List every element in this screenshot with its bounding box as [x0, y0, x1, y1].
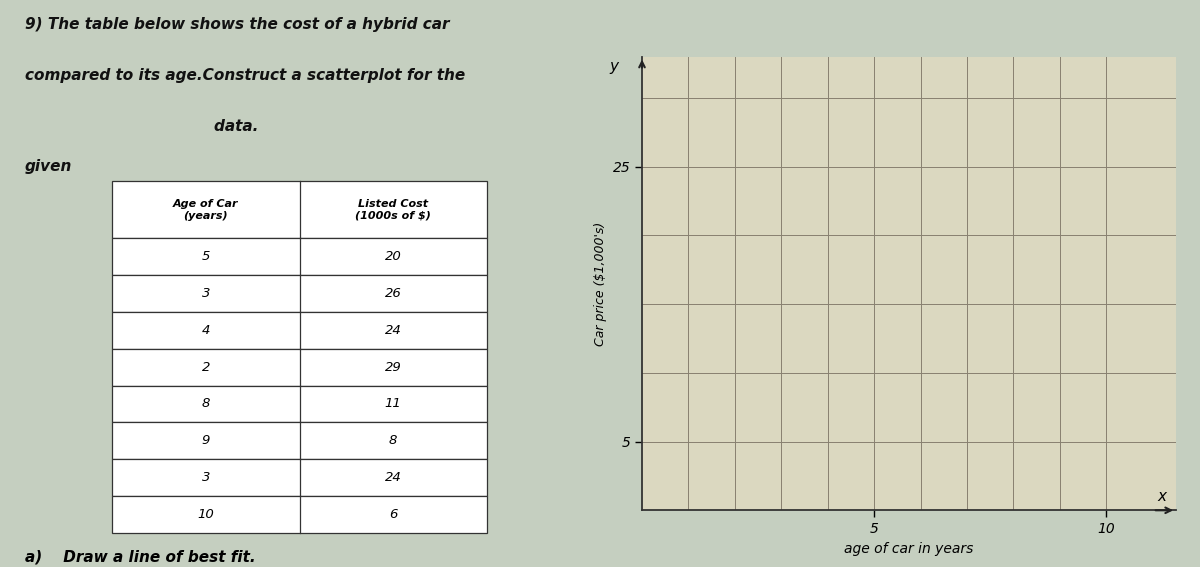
Bar	[113, 386, 487, 422]
Y-axis label: Car price ($1,000's): Car price ($1,000's)	[594, 221, 607, 346]
Text: 26: 26	[385, 287, 402, 300]
Text: Listed Cost
(1000s of $): Listed Cost (1000s of $)	[355, 199, 431, 221]
Text: 10: 10	[198, 508, 215, 521]
Text: 3: 3	[202, 287, 210, 300]
Text: a)    Draw a line of best fit.: a) Draw a line of best fit.	[25, 550, 256, 565]
Bar	[113, 349, 487, 386]
Text: 9: 9	[202, 434, 210, 447]
Bar	[113, 496, 487, 533]
Bar	[113, 238, 487, 275]
Text: x: x	[1158, 489, 1166, 504]
Text: 6: 6	[389, 508, 397, 521]
Text: given: given	[25, 159, 72, 174]
Text: data.: data.	[25, 119, 258, 134]
Text: 9) The table below shows the cost of a hybrid car: 9) The table below shows the cost of a h…	[25, 17, 450, 32]
Bar	[113, 422, 487, 459]
Text: 2: 2	[202, 361, 210, 374]
Text: y: y	[610, 59, 619, 74]
Text: compared to its age.Construct a scatterplot for the: compared to its age.Construct a scatterp…	[25, 68, 466, 83]
Text: Age of Car
(years): Age of Car (years)	[173, 199, 239, 221]
Text: 29: 29	[385, 361, 402, 374]
Bar	[113, 312, 487, 349]
Bar	[113, 275, 487, 312]
Bar	[113, 181, 487, 238]
Text: 3: 3	[202, 471, 210, 484]
Bar	[113, 459, 487, 496]
Text: 8: 8	[389, 434, 397, 447]
Text: 11: 11	[385, 397, 402, 411]
Text: 24: 24	[385, 324, 402, 337]
Text: 5: 5	[202, 250, 210, 263]
Text: 4: 4	[202, 324, 210, 337]
X-axis label: age of car in years: age of car in years	[845, 541, 973, 556]
Text: 20: 20	[385, 250, 402, 263]
Text: 8: 8	[202, 397, 210, 411]
Text: 24: 24	[385, 471, 402, 484]
